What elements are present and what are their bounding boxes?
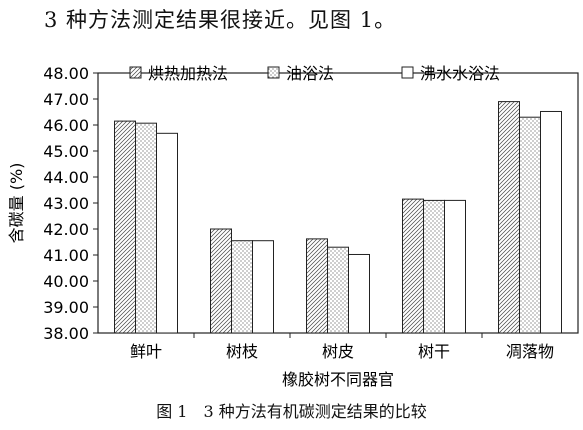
bar bbox=[135, 122, 157, 334]
x-tick-label: 树枝 bbox=[226, 342, 258, 361]
y-tick-label: 47.00 bbox=[43, 90, 89, 109]
bar bbox=[444, 199, 466, 334]
bar bbox=[114, 120, 136, 334]
bar bbox=[423, 199, 445, 334]
y-tick-label: 46.00 bbox=[43, 116, 89, 135]
legend-swatch bbox=[401, 66, 414, 79]
legend-swatch bbox=[129, 66, 142, 79]
y-tick-label: 44.00 bbox=[43, 168, 89, 187]
y-axis-title: 含碳量 (%) bbox=[7, 163, 26, 244]
y-tick-label: 38.00 bbox=[43, 324, 89, 343]
bar bbox=[402, 198, 424, 334]
bar bbox=[540, 110, 562, 334]
y-tick-label: 48.00 bbox=[43, 64, 89, 83]
bar bbox=[498, 101, 520, 334]
x-tick-label: 凋落物 bbox=[506, 342, 554, 361]
x-tick-label: 树干 bbox=[418, 342, 450, 361]
y-tick-label: 40.00 bbox=[43, 272, 89, 291]
bar bbox=[210, 228, 232, 334]
figure-caption: 图 1 3 种方法有机碳测定结果的比较 bbox=[156, 402, 427, 421]
legend-label: 沸水水浴法 bbox=[420, 64, 500, 83]
y-tick-label: 45.00 bbox=[43, 142, 89, 161]
bar bbox=[348, 253, 370, 334]
bar bbox=[252, 240, 274, 334]
bar bbox=[306, 238, 328, 334]
y-tick-label: 42.00 bbox=[43, 220, 89, 239]
y-tick-label: 43.00 bbox=[43, 194, 89, 213]
legend-label: 烘热加热法 bbox=[148, 64, 228, 83]
bar bbox=[327, 246, 349, 334]
bar bbox=[231, 240, 253, 334]
bar bbox=[519, 116, 541, 334]
bar bbox=[156, 132, 178, 334]
x-axis-title: 橡胶树不同器官 bbox=[282, 370, 394, 389]
y-tick-label: 41.00 bbox=[43, 246, 89, 265]
x-tick-label: 鲜叶 bbox=[130, 342, 162, 361]
legend-swatch bbox=[267, 66, 280, 79]
legend-label: 油浴法 bbox=[286, 64, 334, 83]
x-tick-label: 树皮 bbox=[322, 342, 354, 361]
heading-text: 3 种方法测定结果很接近。见图 1。 bbox=[44, 8, 397, 32]
y-tick-label: 39.00 bbox=[43, 298, 89, 317]
